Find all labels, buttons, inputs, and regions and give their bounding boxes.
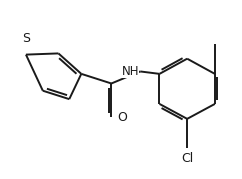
Text: Cl: Cl — [181, 152, 193, 165]
Text: NH: NH — [121, 65, 139, 78]
Text: S: S — [22, 32, 30, 45]
Text: O: O — [117, 111, 127, 124]
